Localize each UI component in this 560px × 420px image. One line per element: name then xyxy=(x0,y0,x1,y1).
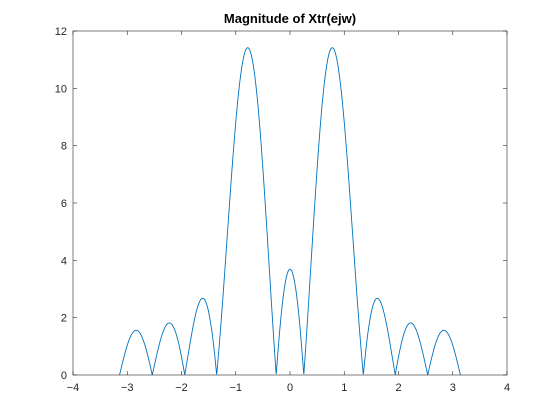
axes-background xyxy=(73,31,507,375)
x-tick-label: 3 xyxy=(450,382,456,394)
y-tick-label: 2 xyxy=(61,313,67,325)
y-tick-label: 6 xyxy=(61,198,67,210)
x-tick-label: 4 xyxy=(504,382,510,394)
x-tick-label: 0 xyxy=(287,382,293,394)
y-tick-label: 10 xyxy=(55,83,67,95)
data-layer xyxy=(119,47,461,376)
x-tick-label: −2 xyxy=(175,382,188,394)
chart-title: Magnitude of Xtr(ejw) xyxy=(224,11,356,26)
y-tick-label: 0 xyxy=(61,370,67,382)
x-tick-label: 2 xyxy=(395,382,401,394)
y-tick-label: 4 xyxy=(61,255,67,267)
series-line xyxy=(119,47,461,376)
x-tick-label: −4 xyxy=(67,382,80,394)
x-tick-label: −3 xyxy=(121,382,134,394)
y-tick-label: 12 xyxy=(55,26,67,38)
x-tick-label: 1 xyxy=(341,382,347,394)
x-tick-label: −1 xyxy=(229,382,242,394)
y-tick-label: 8 xyxy=(61,141,67,153)
